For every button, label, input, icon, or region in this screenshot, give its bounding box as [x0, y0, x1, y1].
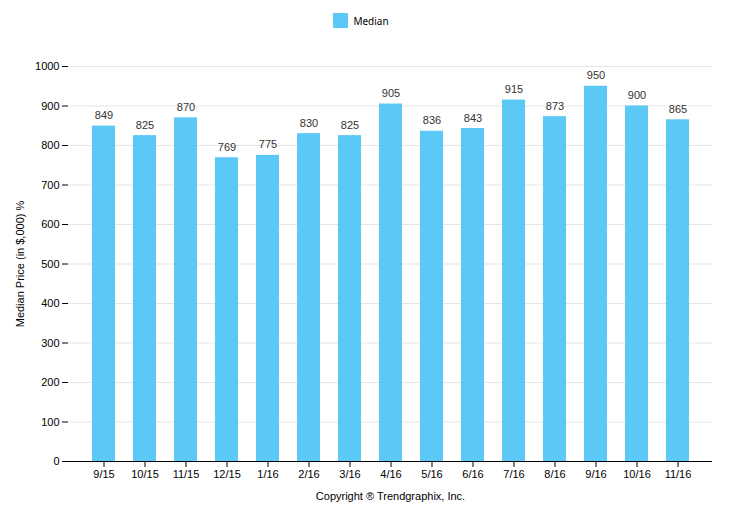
svg-text:865: 865: [669, 103, 687, 115]
svg-text:Median Price (in $,000) %: Median Price (in $,000) %: [14, 201, 26, 328]
svg-text:900: 900: [628, 89, 646, 101]
svg-text:843: 843: [464, 112, 482, 124]
svg-text:9/15: 9/15: [93, 468, 114, 480]
svg-text:1/16: 1/16: [257, 468, 278, 480]
svg-text:870: 870: [177, 101, 195, 113]
svg-text:300: 300: [41, 337, 59, 349]
svg-text:769: 769: [218, 141, 236, 153]
svg-text:3/16: 3/16: [339, 468, 360, 480]
svg-text:836: 836: [423, 114, 441, 126]
svg-text:830: 830: [300, 117, 318, 129]
html-text:Median: Median: [353, 13, 389, 28]
svg-text:Copyright ® Trendgraphix, Inc.: Copyright ® Trendgraphix, Inc.: [316, 490, 465, 502]
svg-text:12/15: 12/15: [213, 468, 241, 480]
svg-text:950: 950: [587, 69, 605, 81]
svg-text:9/16: 9/16: [585, 468, 606, 480]
svg-text:10/16: 10/16: [623, 468, 651, 480]
svg-text:800: 800: [41, 139, 59, 151]
svg-text:400: 400: [41, 297, 59, 309]
svg-text:500: 500: [41, 258, 59, 270]
svg-text:7/16: 7/16: [503, 468, 524, 480]
svg-text:825: 825: [341, 119, 359, 131]
svg-text:0: 0: [53, 455, 59, 467]
svg-text:915: 915: [505, 83, 523, 95]
svg-text:10/15: 10/15: [131, 468, 159, 480]
svg-text:100: 100: [41, 416, 59, 428]
svg-text:873: 873: [546, 100, 564, 112]
svg-text:8/16: 8/16: [544, 468, 565, 480]
svg-text:6/16: 6/16: [462, 468, 483, 480]
svg-text:849: 849: [95, 109, 113, 121]
svg-text:1000: 1000: [35, 60, 59, 72]
svg-text:825: 825: [136, 119, 154, 131]
svg-text:775: 775: [259, 138, 277, 150]
svg-text:200: 200: [41, 376, 59, 388]
svg-text:11/15: 11/15: [173, 468, 200, 480]
svg-text:600: 600: [41, 218, 59, 230]
svg-text:900: 900: [41, 100, 59, 112]
svg-text:700: 700: [41, 179, 59, 191]
svg-text:4/16: 4/16: [380, 468, 401, 480]
svg-text:5/16: 5/16: [421, 468, 442, 480]
svg-text:2/16: 2/16: [298, 468, 319, 480]
svg-text:11/16: 11/16: [665, 468, 692, 480]
svg-text:905: 905: [382, 87, 400, 99]
